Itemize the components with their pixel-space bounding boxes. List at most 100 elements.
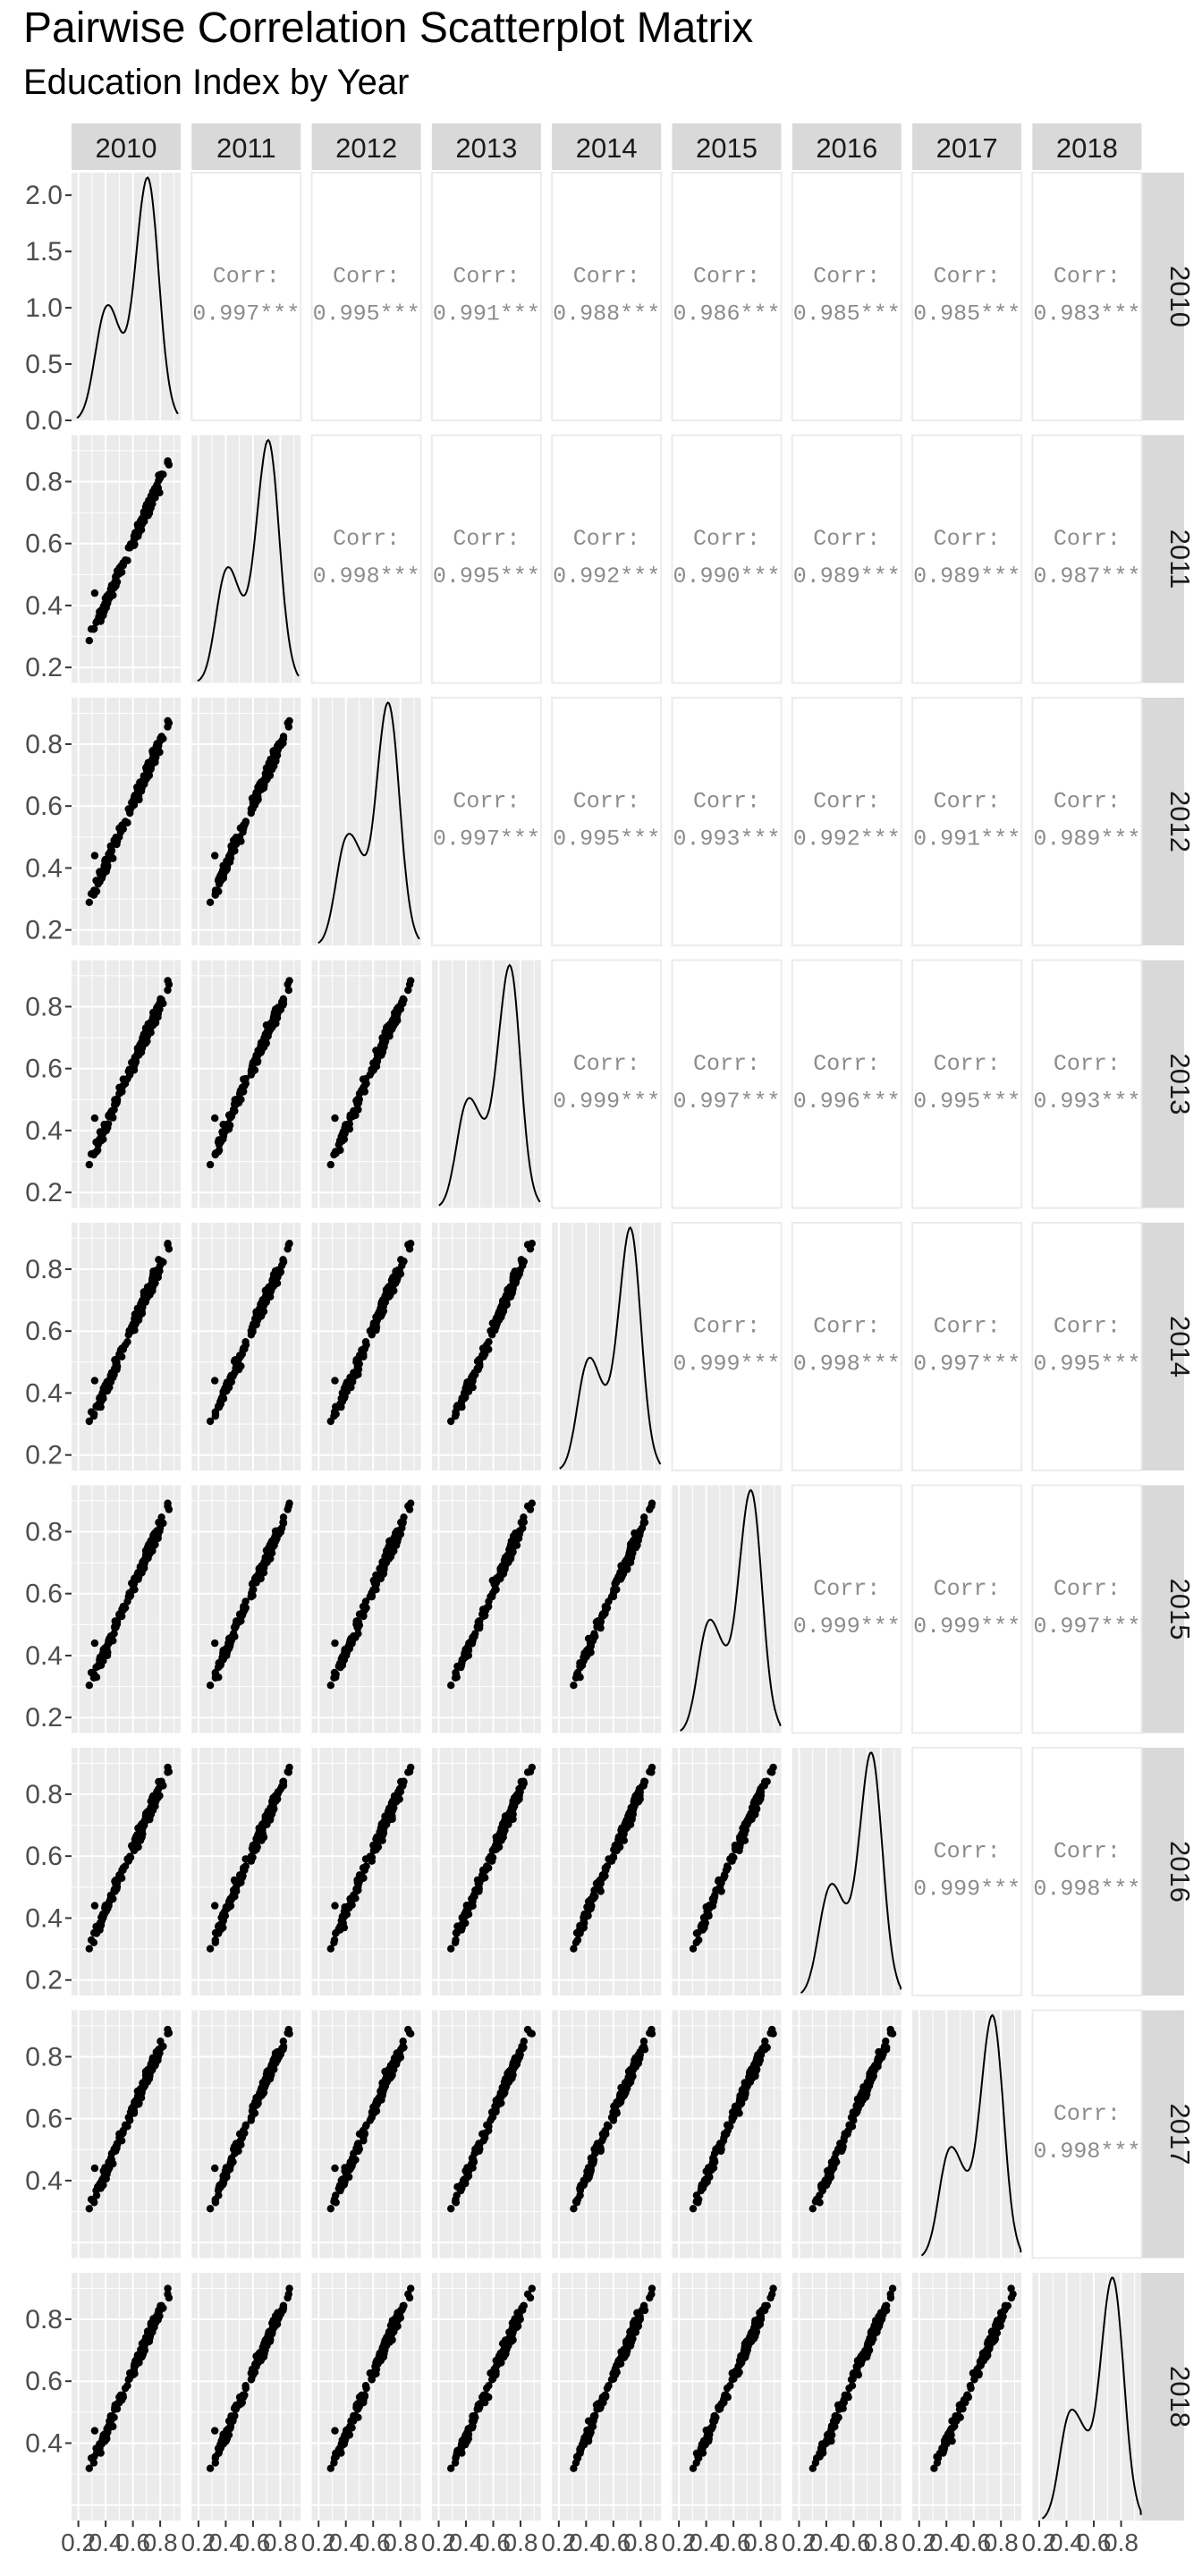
data-point <box>147 1810 155 1818</box>
data-point <box>512 1529 520 1538</box>
row-strip-label-2016: 2016 <box>1164 1841 1196 1902</box>
data-point <box>94 1402 102 1411</box>
data-point <box>339 1135 348 1144</box>
data-point <box>240 1344 248 1352</box>
corr-label: Corr: <box>693 789 760 815</box>
data-point <box>150 2056 159 2064</box>
data-point <box>133 1312 142 1320</box>
data-point <box>488 1593 496 1601</box>
corr-panel <box>1031 697 1143 946</box>
corr-label: Corr: <box>1054 789 1121 815</box>
column-strip-2013 <box>431 123 541 170</box>
data-point <box>404 986 412 995</box>
data-point <box>330 2198 338 2206</box>
corr-value: 0.998*** <box>793 1352 901 1377</box>
corr-label: Corr: <box>213 264 280 290</box>
data-point <box>496 1312 504 1320</box>
corr-value: 0.998*** <box>1033 1877 1140 1902</box>
data-point <box>106 1113 115 1121</box>
data-point <box>211 1377 219 1385</box>
data-point <box>133 784 142 792</box>
row-strip-label-2018: 2018 <box>1164 2366 1196 2428</box>
data-point <box>709 1895 717 1903</box>
data-point <box>211 1674 219 1682</box>
data-point <box>106 589 115 597</box>
data-point <box>219 1649 227 1657</box>
data-point <box>106 1377 115 1386</box>
data-point <box>266 771 275 780</box>
data-point <box>273 1013 282 1022</box>
data-point <box>587 1895 595 1903</box>
corr-value: 0.983*** <box>1033 301 1140 327</box>
data-point <box>229 1372 237 1380</box>
data-point <box>215 1140 224 1149</box>
data-point <box>241 2123 250 2131</box>
data-point <box>232 1358 240 1367</box>
corr-value: 0.995*** <box>313 301 420 327</box>
data-point <box>615 1835 624 1843</box>
data-point <box>461 1910 469 1919</box>
data-point <box>273 1279 282 1287</box>
data-point <box>148 1803 157 1812</box>
column-strip-2010 <box>72 123 181 170</box>
data-point <box>580 1910 588 1919</box>
corr-panel <box>791 172 902 421</box>
data-point <box>85 1682 94 1690</box>
data-point <box>90 1114 99 1123</box>
corr-panel <box>1031 434 1143 684</box>
density-line-2011 <box>197 438 300 682</box>
data-point <box>137 1826 145 1834</box>
data-point <box>273 742 282 750</box>
panel-background <box>191 435 301 683</box>
data-point <box>330 1150 338 1159</box>
data-point <box>257 1835 265 1843</box>
data-point <box>150 484 159 493</box>
corr-panel <box>791 1222 902 1471</box>
data-point <box>223 1121 232 1129</box>
data-point <box>147 765 155 773</box>
data-point <box>133 1048 142 1056</box>
data-point <box>247 1857 256 1865</box>
data-point <box>475 1358 483 1367</box>
data-point <box>760 1782 768 1790</box>
data-point <box>273 2056 282 2064</box>
data-point <box>113 1620 121 1629</box>
data-point <box>399 1782 407 1790</box>
data-point <box>130 801 139 809</box>
data-point <box>215 1662 224 1671</box>
data-point <box>113 1097 121 1105</box>
corr-value: 0.999*** <box>553 1089 660 1114</box>
data-point <box>352 1885 360 1894</box>
data-point <box>130 1066 139 1074</box>
data-point <box>342 1121 350 1129</box>
data-point <box>215 1925 224 1933</box>
data-point <box>447 1682 455 1690</box>
corr-value: 0.986*** <box>673 301 780 327</box>
data-point <box>211 1114 219 1123</box>
corr-label: Corr: <box>934 1051 1001 1077</box>
data-point <box>508 1803 516 1812</box>
corr-value: 0.997*** <box>192 301 300 327</box>
data-point <box>150 751 159 759</box>
data-point <box>330 1674 338 1682</box>
corr-panel <box>671 959 783 1209</box>
data-point <box>475 1885 483 1894</box>
data-point <box>219 1130 227 1138</box>
corr-label: Corr: <box>1054 1576 1121 1602</box>
data-point <box>219 2178 227 2186</box>
data-point <box>352 1620 360 1629</box>
corr-label: Corr: <box>693 526 760 552</box>
data-point <box>221 2166 230 2175</box>
data-point <box>89 1412 98 1420</box>
corr-panel <box>791 1484 902 1734</box>
data-point <box>106 849 115 857</box>
data-point <box>137 1301 145 1309</box>
data-point <box>257 1574 265 1583</box>
corr-panel <box>911 697 1023 946</box>
data-point <box>227 849 236 857</box>
data-point <box>265 2067 273 2076</box>
data-point <box>621 1565 630 1573</box>
data-point <box>284 1505 292 1513</box>
data-point <box>113 572 121 580</box>
data-point <box>576 1925 584 1933</box>
